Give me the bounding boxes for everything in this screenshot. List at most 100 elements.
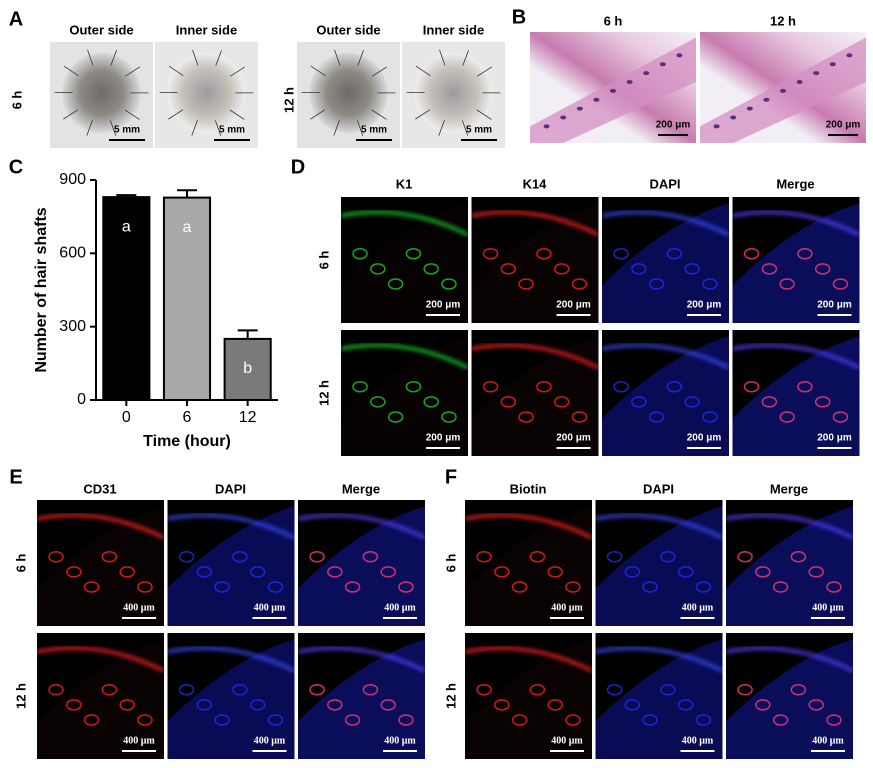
hair <box>168 65 184 77</box>
scale-bar-label: 400 μm <box>682 735 714 746</box>
structure <box>553 396 570 408</box>
column-label: DAPI <box>215 481 246 496</box>
structure <box>178 683 195 696</box>
nucleus <box>543 124 550 129</box>
structure <box>232 683 248 696</box>
hair <box>229 109 245 120</box>
y-tick-label: 0 <box>77 391 86 408</box>
y-tick-label: 600 <box>59 245 86 262</box>
structure <box>737 683 753 696</box>
micrograph-content <box>732 197 860 323</box>
annotation: a <box>122 218 131 235</box>
structure <box>83 714 100 726</box>
structure <box>327 699 343 711</box>
tissue-band <box>37 506 164 626</box>
structure <box>737 550 753 563</box>
structure <box>309 550 325 563</box>
micrograph <box>298 633 425 759</box>
tissue-band <box>726 639 853 759</box>
structure <box>755 566 771 578</box>
micrograph-content <box>602 197 729 323</box>
tissue-band <box>732 203 860 323</box>
hair <box>334 49 341 66</box>
nucleus <box>560 115 567 120</box>
structure <box>779 411 795 423</box>
epidermis <box>167 513 295 540</box>
annotation: b <box>243 360 252 377</box>
structure <box>702 278 718 290</box>
structure <box>232 550 248 563</box>
structure <box>790 683 807 696</box>
column-label: DAPI <box>649 176 680 191</box>
tissue-band <box>602 203 729 323</box>
micrograph-content <box>726 633 853 759</box>
structure <box>476 550 492 563</box>
column-label: K14 <box>523 176 548 191</box>
nucleus <box>593 97 600 102</box>
structure <box>660 550 676 563</box>
column-label: Inner side <box>423 22 484 37</box>
nucleus <box>780 88 786 93</box>
tissue-band <box>298 639 425 759</box>
structure <box>624 566 641 578</box>
structure <box>743 247 760 260</box>
structure <box>565 581 581 593</box>
structure <box>832 411 849 423</box>
structure <box>405 380 422 393</box>
structure <box>249 566 266 578</box>
panel-label: D <box>291 156 305 178</box>
hair <box>86 120 93 136</box>
structure <box>48 683 64 696</box>
structure <box>571 411 588 423</box>
nucleus <box>763 97 770 102</box>
hair <box>124 66 141 77</box>
structure <box>642 581 658 593</box>
row-label: 6 h <box>443 554 458 573</box>
structure <box>137 581 153 593</box>
structure <box>370 396 386 408</box>
scale-bar-label: 200 μm <box>817 433 852 444</box>
structure <box>500 263 517 275</box>
column-label: 12 h <box>770 13 796 28</box>
micrograph-content <box>167 633 295 759</box>
structure <box>808 566 824 578</box>
structure <box>772 714 789 726</box>
row-label: 6 h <box>316 251 331 270</box>
structure <box>772 581 789 593</box>
image-bg <box>341 197 468 323</box>
nucleus <box>676 53 683 58</box>
column-label: Merge <box>776 176 814 191</box>
row-label: 12 h <box>316 380 331 406</box>
structure <box>362 550 379 563</box>
epidermis <box>37 646 164 673</box>
row-label: 12 h <box>13 683 28 709</box>
micrograph <box>341 330 468 456</box>
structure <box>695 581 712 593</box>
structure <box>352 380 368 393</box>
tissue-band <box>471 203 599 323</box>
panel-label: C <box>9 156 23 178</box>
micrograph <box>298 500 425 626</box>
x-axis-title: Time (hour) <box>143 433 231 450</box>
epidermis <box>726 513 853 540</box>
micrograph-content <box>595 633 723 759</box>
micrograph-content <box>37 500 164 626</box>
micrograph-content <box>602 330 729 456</box>
structure <box>565 714 581 726</box>
scale-bar-label: 400 μm <box>551 602 583 613</box>
structure <box>423 396 439 408</box>
structure <box>702 411 718 423</box>
explant <box>414 52 493 134</box>
structure <box>642 714 658 726</box>
micrograph <box>50 42 153 148</box>
hair <box>371 109 387 120</box>
structure <box>66 566 82 578</box>
tissue-band <box>167 506 295 626</box>
hair <box>462 50 469 66</box>
structure <box>352 247 368 260</box>
micrograph-content <box>402 42 505 148</box>
row-label: 6 h <box>13 554 28 573</box>
structure <box>648 278 665 290</box>
hair <box>215 50 222 66</box>
